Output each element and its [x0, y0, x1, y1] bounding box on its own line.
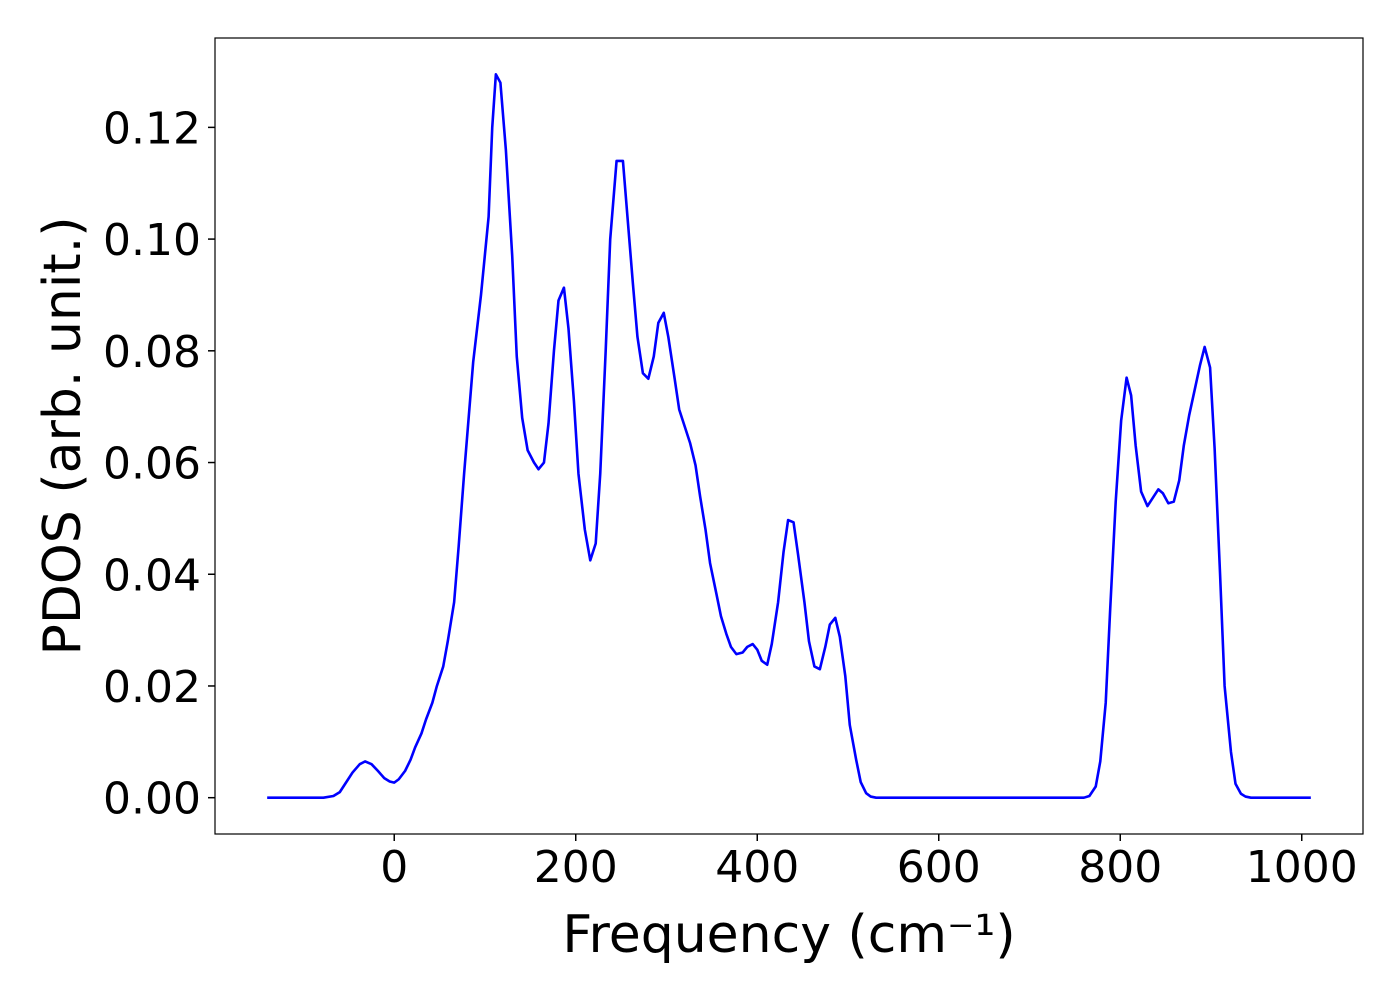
y-tick-label: 0.04: [103, 550, 201, 601]
y-tick-label: 0.00: [103, 774, 201, 825]
x-axis-label: Frequency (cm⁻¹): [562, 905, 1015, 965]
plot-frame: [214, 37, 1364, 835]
y-tick-label: 0.10: [103, 215, 201, 266]
x-tick-label: 600: [897, 842, 981, 893]
x-tick-label: 1000: [1246, 842, 1358, 893]
x-tick-label: 400: [715, 842, 799, 893]
y-tick-label: 0.12: [103, 103, 201, 154]
x-tick-label: 0: [380, 842, 408, 893]
y-tick-label: 0.02: [103, 662, 201, 713]
x-tick-label: 800: [1078, 842, 1162, 893]
line: [267, 73, 1311, 799]
y-tick-label: 0.06: [103, 439, 201, 490]
y-tick-label: 0.08: [103, 327, 201, 378]
y-axis-label: PDOS (arb. unit.): [33, 216, 93, 655]
x-tick-label: 200: [534, 842, 618, 893]
